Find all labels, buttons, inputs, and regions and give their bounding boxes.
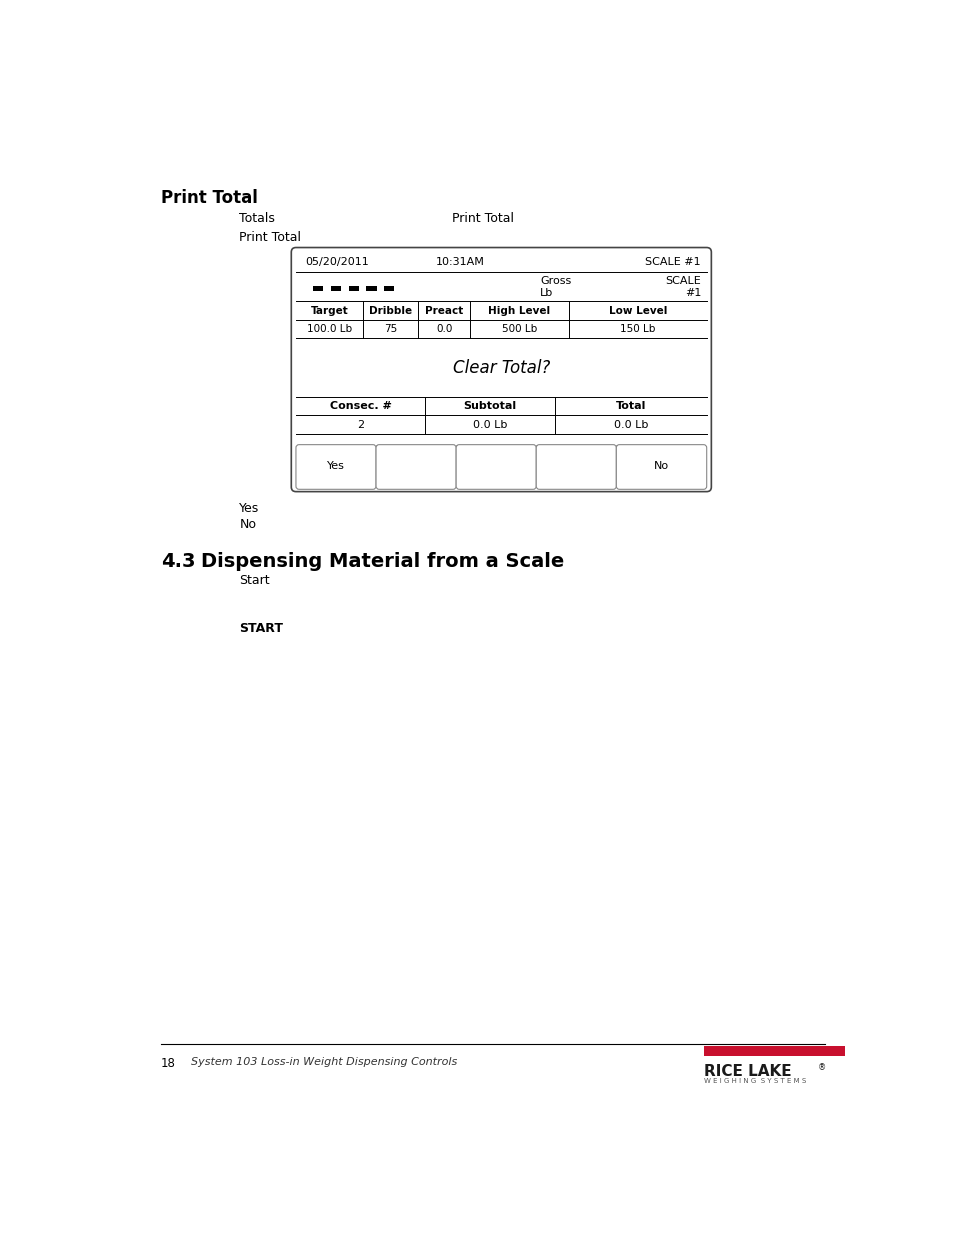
Text: Target: Target [311,306,348,316]
Text: Dispensing Material from a Scale: Dispensing Material from a Scale [201,552,564,572]
Text: No: No [239,517,256,531]
Text: #1: #1 [684,288,700,298]
Text: 0.0: 0.0 [436,324,452,335]
Bar [366,285,376,291]
Text: Yes: Yes [327,461,345,472]
Text: 150 Lb: 150 Lb [619,324,655,335]
Text: Totals: Totals [239,212,275,225]
Text: Gross: Gross [539,275,571,287]
Text: Clear Total?: Clear Total? [452,358,550,377]
Text: 0.0 Lb: 0.0 Lb [473,420,507,430]
FancyBboxPatch shape [456,445,536,489]
Text: System 103 Loss-in Weight Dispensing Controls: System 103 Loss-in Weight Dispensing Con… [191,1057,456,1067]
Text: ®: ® [818,1063,825,1072]
Text: 10:31AM: 10:31AM [436,257,484,267]
FancyBboxPatch shape [291,247,711,492]
Text: No: No [653,461,668,472]
Text: Print Total: Print Total [161,189,257,207]
FancyBboxPatch shape [375,445,456,489]
Text: Yes: Yes [239,503,259,515]
Text: High Level: High Level [488,306,550,316]
FancyBboxPatch shape [536,445,616,489]
FancyBboxPatch shape [295,445,375,489]
Text: 05/20/2011: 05/20/2011 [305,257,369,267]
Text: 18: 18 [161,1057,175,1070]
Text: 500 Lb: 500 Lb [501,324,537,335]
Text: 4.3: 4.3 [161,552,195,572]
Text: Subtotal: Subtotal [463,401,517,411]
Text: 100.0 Lb: 100.0 Lb [307,324,352,335]
Bar [313,285,323,291]
Text: SCALE #1: SCALE #1 [644,257,700,267]
Text: START: START [239,621,283,635]
Text: Consec. #: Consec. # [330,401,391,411]
Text: Total: Total [615,401,645,411]
Bar [348,285,358,291]
Text: Start: Start [239,574,270,587]
Text: 2: 2 [356,420,364,430]
Text: 75: 75 [384,324,397,335]
Text: Dribble: Dribble [369,306,412,316]
Text: SCALE: SCALE [665,275,700,287]
Text: 0.0 Lb: 0.0 Lb [613,420,647,430]
Text: Preact: Preact [425,306,463,316]
Text: Print Total: Print Total [452,212,514,225]
Text: Print Total: Print Total [239,231,301,243]
Bar [384,285,394,291]
Bar [331,285,340,291]
Text: W E I G H I N G  S Y S T E M S: W E I G H I N G S Y S T E M S [703,1078,806,1083]
Text: Lb: Lb [539,288,553,298]
Text: Low Level: Low Level [608,306,666,316]
Bar [703,1046,844,1056]
FancyBboxPatch shape [616,445,706,489]
Text: RICE LAKE: RICE LAKE [703,1063,791,1078]
